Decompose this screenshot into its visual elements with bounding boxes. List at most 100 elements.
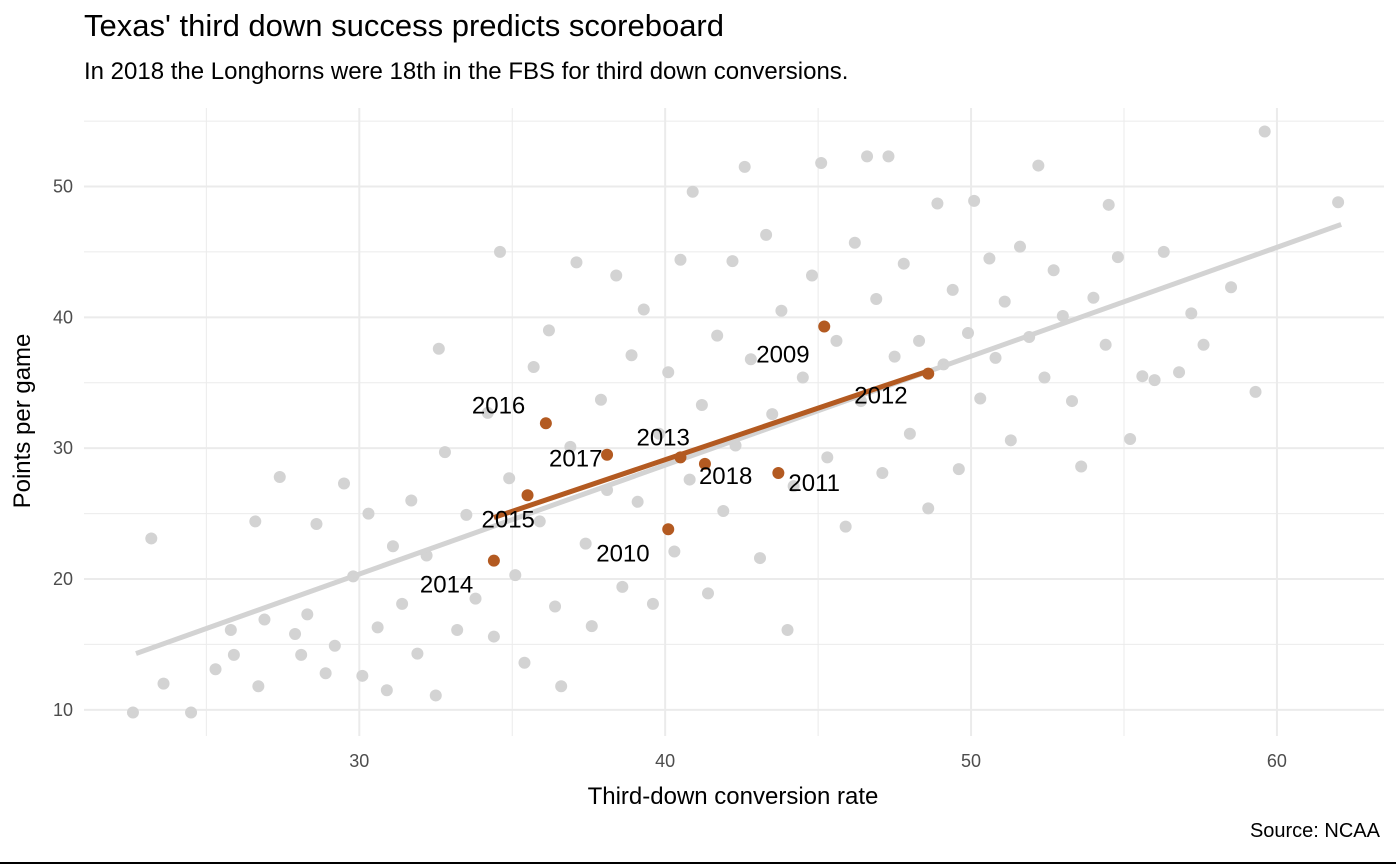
fbs-point: [738, 160, 751, 173]
fbs-point: [686, 185, 699, 198]
fbs-point: [1249, 385, 1262, 398]
fbs-point: [527, 361, 540, 374]
fbs-point: [653, 427, 666, 440]
fbs-point: [952, 463, 965, 476]
fbs-point: [1032, 159, 1045, 172]
fbs-point: [1332, 196, 1345, 209]
texas-point-2016: [539, 417, 552, 430]
fbs-point: [702, 587, 714, 600]
fbs-point: [429, 689, 442, 702]
y-tick-label: 40: [53, 307, 73, 327]
fbs-point: [386, 540, 399, 553]
fbs-point: [1038, 371, 1051, 384]
fbs-point: [549, 600, 562, 613]
fbs-point: [848, 236, 861, 249]
fbs-point: [1075, 460, 1088, 473]
fbs-point: [717, 504, 730, 517]
chart-subtitle: In 2018 the Longhorns were 18th in the F…: [84, 58, 849, 85]
year-label-2017: 2017: [549, 446, 602, 473]
fbs-point: [882, 150, 895, 163]
grid: [84, 108, 1384, 736]
fbs-point: [989, 351, 1002, 364]
fbs-point: [695, 398, 708, 411]
fbs-point: [570, 256, 583, 269]
fbs-point: [1004, 434, 1017, 447]
year-label-2015: 2015: [482, 506, 535, 533]
fbs-point: [711, 329, 724, 342]
texas-year-labels: 2009 2010 2011 2012 2013 2014 2015 2016 2017 2018: [420, 341, 908, 598]
fbs-point: [1157, 245, 1170, 258]
fbs-point: [1047, 264, 1060, 277]
fbs-point: [542, 324, 555, 337]
fbs-point: [744, 353, 757, 366]
fbs-point: [209, 663, 222, 676]
fbs-point: [754, 552, 766, 565]
fbs-point: [533, 515, 546, 528]
fbs-point: [610, 269, 623, 282]
fbs-point: [974, 392, 987, 405]
y-axis-ticks: 10 20 30 40 50: [53, 177, 73, 720]
fbs-point: [839, 520, 852, 533]
fbs-point: [1173, 366, 1186, 379]
fbs-point: [625, 349, 638, 362]
year-label-2009: 2009: [756, 341, 809, 368]
year-label-2014: 2014: [420, 572, 473, 599]
chart-title: Texas' third down success predicts score…: [84, 8, 724, 43]
fbs-point: [796, 371, 809, 384]
fbs-point: [1148, 374, 1161, 387]
y-axis-title: Points per game: [9, 334, 36, 509]
fbs-point: [432, 342, 445, 355]
chart-caption: Source: NCAA: [1249, 820, 1380, 842]
x-tick-label: 60: [1267, 751, 1287, 771]
fbs-point: [815, 156, 828, 169]
fbs-point: [1066, 395, 1078, 408]
fbs-point: [946, 283, 959, 296]
fbs-point: [301, 608, 314, 621]
fbs-point: [295, 648, 308, 661]
texas-trend-line: [493, 368, 930, 520]
fbs-point: [224, 624, 237, 637]
fbs-point: [1111, 251, 1124, 264]
fbs-point: [310, 518, 323, 531]
fbs-point: [258, 613, 271, 626]
fbs-point: [487, 630, 500, 643]
texas-point-2015: [521, 489, 534, 502]
y-tick-label: 30: [53, 438, 73, 458]
fbs-point: [1185, 307, 1198, 320]
year-label-2012: 2012: [854, 383, 907, 410]
fbs-point: [438, 446, 451, 459]
fbs-point: [509, 569, 522, 582]
bottom-border: [0, 862, 1396, 864]
fbs-point: [931, 197, 944, 210]
fbs-point: [876, 467, 889, 480]
fbs-point: [405, 494, 418, 507]
fbs-point: [1056, 310, 1069, 323]
fbs-point: [555, 680, 568, 693]
fbs-point: [830, 334, 843, 347]
year-label-2013: 2013: [636, 424, 689, 451]
year-label-2010: 2010: [596, 540, 649, 567]
fbs-point: [1087, 291, 1100, 304]
fbs-point: [157, 677, 170, 690]
fbs-point: [585, 620, 598, 633]
fbs-point: [913, 334, 926, 347]
fbs-point: [273, 470, 286, 483]
fbs-point: [579, 537, 592, 550]
fbs-point: [356, 669, 369, 682]
fbs-point: [371, 621, 384, 634]
texas-point-2010: [662, 523, 675, 536]
fbs-point: [494, 245, 506, 258]
fbs-point: [518, 656, 531, 669]
x-tick-label: 30: [349, 751, 369, 771]
fbs-point: [564, 440, 577, 453]
fbs-point: [380, 684, 393, 697]
year-label-2018: 2018: [699, 463, 752, 490]
texas-point-2009: [818, 320, 831, 333]
fbs-point: [252, 680, 265, 693]
fbs-point: [903, 427, 916, 440]
x-axis-ticks: 30 40 50 60: [349, 751, 1287, 771]
fbs-point: [396, 597, 409, 610]
fbs-point: [145, 532, 158, 545]
fbs-point: [289, 627, 302, 640]
fbs-point: [766, 408, 779, 421]
